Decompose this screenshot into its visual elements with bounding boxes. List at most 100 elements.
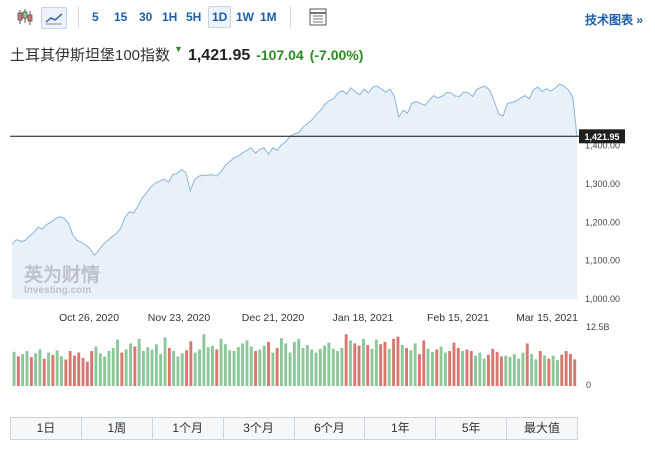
- volume-bar: [435, 349, 439, 386]
- last-price-line: 1,421.95: [10, 129, 625, 144]
- range-max-button[interactable]: 最大值: [524, 421, 561, 435]
- volume-bar: [443, 352, 447, 386]
- volume-bar: [163, 337, 167, 386]
- volume-bar: [349, 340, 352, 386]
- volume-bar: [228, 350, 232, 386]
- volume-axis-label-zero: 0: [586, 380, 591, 390]
- volume-bar: [120, 352, 124, 386]
- volume-bar: [172, 351, 176, 386]
- volume-bar: [258, 349, 262, 386]
- volume-bar: [495, 351, 499, 386]
- volume-bar: [90, 351, 94, 386]
- volume-bar: [487, 354, 490, 386]
- instrument-quote: 土耳其伊斯坦堡100指数 ▼ 1,421.95 -107.04 (-7.00%): [10, 44, 363, 68]
- volume-bar: [374, 339, 378, 386]
- volume-bar: [29, 357, 33, 386]
- watermark-brand: 英为财情: [24, 263, 100, 286]
- volume-bar: [159, 354, 163, 386]
- volume-bar: [146, 347, 150, 386]
- volume-axis: 12.5B 0: [586, 322, 610, 390]
- volume-bar: [116, 339, 119, 386]
- interval-30min-button[interactable]: 30: [139, 10, 153, 24]
- interval-1w-button[interactable]: 1W: [236, 10, 254, 24]
- volume-bar: [551, 355, 555, 386]
- volume-bar: [267, 341, 270, 386]
- volume-bar: [517, 358, 521, 386]
- volume-bar: [336, 351, 339, 386]
- down-arrow-icon: ▼: [174, 44, 183, 54]
- volume-bar: [47, 352, 50, 386]
- volume-bar: [547, 358, 551, 386]
- x-tick-label: Mar 15, 2021: [516, 312, 578, 324]
- toolbar-divider: [78, 6, 79, 28]
- volume-bar: [176, 356, 180, 386]
- interval-1d-button[interactable]: 1D: [208, 6, 232, 28]
- volume-bar: [129, 343, 132, 386]
- volume-bar: [405, 348, 408, 386]
- interval-1m-button[interactable]: 1M: [260, 10, 277, 24]
- area-chart-icon[interactable]: [41, 7, 67, 29]
- volume-bar: [448, 351, 452, 386]
- volume-bar: [51, 354, 55, 386]
- volume-bar: [525, 343, 529, 386]
- y-tick-label: 1,400.00: [585, 141, 620, 151]
- technical-chart-link[interactable]: 技术图表 »: [584, 13, 643, 27]
- interval-5min-button[interactable]: 5: [92, 10, 99, 24]
- interval-5h-button[interactable]: 5H: [186, 10, 202, 24]
- volume-bar: [206, 347, 210, 386]
- range-1year-button[interactable]: 1年: [365, 418, 437, 439]
- volume-bar: [508, 357, 512, 386]
- volume-bar: [323, 345, 326, 386]
- volume-bar: [569, 354, 572, 386]
- range-3month-button[interactable]: 3个月: [224, 418, 295, 439]
- y-tick-label: 1,300.00: [585, 179, 620, 189]
- volume-bar: [297, 338, 301, 386]
- volume-bar: [202, 334, 206, 386]
- volume-bar: [564, 351, 568, 386]
- x-tick-label: Jan 18, 2021: [333, 312, 394, 324]
- volume-bar: [305, 345, 309, 386]
- data-table-icon[interactable]: [307, 7, 329, 27]
- range-1week-button[interactable]: 1周: [82, 418, 153, 439]
- volume-bar: [301, 348, 305, 386]
- interval-15min-button[interactable]: 15: [114, 10, 128, 24]
- volume-bar: [137, 338, 141, 386]
- x-tick-label: Nov 23, 2020: [148, 312, 211, 324]
- volume-bar: [543, 355, 546, 386]
- volume-bar: [357, 345, 361, 386]
- volume-bar: [409, 350, 413, 386]
- volume-bar: [327, 342, 331, 386]
- time-range-selector: 1日 1周 1个月 3个月 6个月 1年 5年 最大值: [10, 417, 578, 440]
- volume-bar: [452, 342, 456, 386]
- price-area-fill: [12, 84, 577, 299]
- watermark-logo: 英为财情 Investing.com: [24, 263, 100, 296]
- volume-bar: [219, 338, 223, 386]
- volume-bar: [387, 348, 391, 386]
- volume-bar: [310, 349, 314, 386]
- volume-bar: [211, 345, 214, 386]
- volume-bar: [64, 359, 68, 386]
- volume-bar: [456, 348, 460, 386]
- volume-bar: [254, 351, 257, 386]
- volume-bar: [500, 356, 503, 386]
- last-price-marker-label: 1,421.95: [584, 132, 619, 142]
- volume-bar: [396, 336, 400, 386]
- range-5year-button[interactable]: 5年: [436, 418, 508, 439]
- volume-bar: [469, 351, 473, 386]
- volume-bar: [111, 348, 115, 386]
- interval-1h-button[interactable]: 1H: [162, 10, 178, 24]
- price-line: [11, 83, 578, 256]
- volume-bar: [512, 354, 516, 386]
- range-1month-button[interactable]: 1个月: [153, 418, 224, 439]
- volume-bar: [154, 344, 158, 386]
- range-1day-button[interactable]: 1日: [11, 418, 82, 439]
- volume-bar: [362, 338, 365, 386]
- price-area-layer: [11, 83, 578, 299]
- volume-bar: [379, 344, 383, 386]
- volume-bar: [189, 341, 193, 386]
- candlestick-chart-icon[interactable]: [14, 7, 36, 27]
- range-6month-button[interactable]: 6个月: [295, 418, 366, 439]
- volume-bar: [34, 353, 38, 386]
- volume-bar: [215, 349, 219, 386]
